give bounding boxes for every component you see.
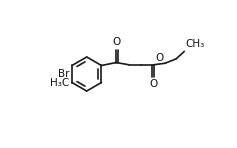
Text: O: O — [150, 79, 158, 89]
Text: H₃C: H₃C — [50, 78, 70, 87]
Text: O: O — [112, 37, 120, 47]
Text: O: O — [155, 53, 164, 63]
Text: CH₃: CH₃ — [186, 39, 205, 49]
Text: Br: Br — [58, 69, 70, 79]
